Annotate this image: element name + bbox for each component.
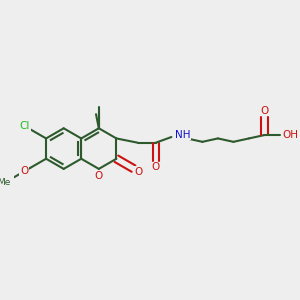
Text: O: O (135, 167, 143, 177)
Text: O: O (152, 162, 160, 172)
Text: OH: OH (282, 130, 298, 140)
Text: O: O (95, 171, 103, 181)
Text: Cl: Cl (20, 121, 30, 131)
Text: O: O (20, 167, 28, 176)
Text: Me: Me (0, 178, 11, 188)
Text: NH: NH (175, 130, 190, 140)
Text: O: O (260, 106, 268, 116)
